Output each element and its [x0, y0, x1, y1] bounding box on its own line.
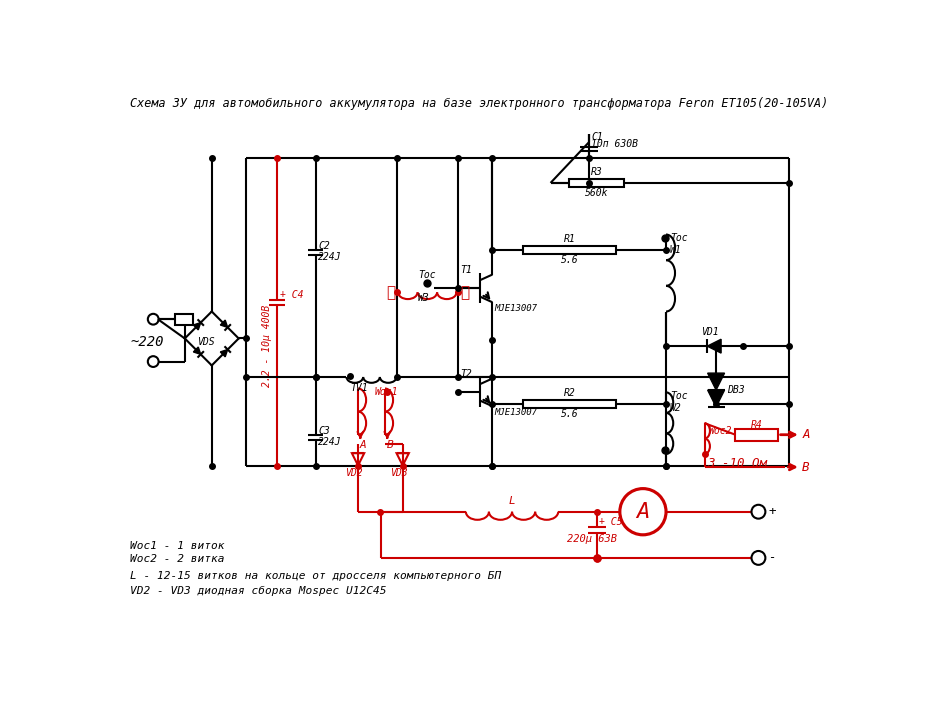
Text: 10п 630В: 10п 630В: [592, 139, 638, 150]
Bar: [569, 179, 624, 187]
Text: A: A: [636, 502, 650, 522]
Bar: [523, 400, 616, 408]
Text: L: L: [508, 496, 516, 506]
Text: T1: T1: [461, 265, 472, 275]
Text: A: A: [359, 441, 366, 451]
Text: DB3: DB3: [727, 385, 744, 395]
Text: Woc2 - 2 витка: Woc2 - 2 витка: [130, 554, 225, 564]
Text: R2: R2: [563, 388, 576, 398]
Text: C2: C2: [318, 241, 329, 251]
Text: A: A: [802, 428, 810, 441]
Text: L - 12-15 витков на кольце от дросселя компьютерного БП: L - 12-15 витков на кольце от дросселя к…: [130, 571, 502, 581]
Polygon shape: [194, 323, 200, 330]
Text: MJE13007: MJE13007: [494, 304, 537, 313]
Polygon shape: [708, 340, 721, 353]
Text: 220µ 63В: 220µ 63В: [567, 534, 618, 543]
Bar: [736, 429, 778, 441]
Text: B: B: [387, 441, 393, 451]
Text: + C4: + C4: [280, 290, 303, 300]
Text: Тос: Тос: [670, 391, 688, 401]
Text: Woc1 - 1 виток: Woc1 - 1 виток: [130, 541, 225, 551]
Bar: [175, 314, 193, 325]
Text: Tос: Tос: [418, 271, 436, 280]
Text: ~220: ~220: [131, 335, 165, 349]
Text: W3: W3: [417, 293, 430, 304]
Text: W2: W2: [670, 403, 681, 413]
Text: 224J: 224J: [318, 437, 342, 446]
Polygon shape: [708, 390, 724, 407]
Text: 560k: 560k: [585, 188, 608, 198]
Text: B: B: [802, 460, 810, 474]
Text: MJE13007: MJE13007: [494, 408, 537, 417]
Text: VD3: VD3: [390, 468, 408, 478]
Text: Схема ЗУ для автомобильного аккумулятора на базе электронного трансформатора Fer: Схема ЗУ для автомобильного аккумулятора…: [130, 97, 828, 110]
Text: +: +: [769, 505, 784, 518]
Text: Тос: Тос: [670, 233, 688, 243]
Text: 5.6: 5.6: [561, 255, 578, 265]
Text: Woc2: Woc2: [709, 426, 732, 436]
Text: C3: C3: [318, 426, 329, 436]
Text: VD2: VD2: [345, 468, 363, 478]
Polygon shape: [708, 373, 724, 390]
Text: T2: T2: [461, 369, 472, 379]
Text: R4: R4: [751, 420, 763, 430]
Text: R3: R3: [591, 167, 603, 176]
Bar: [523, 246, 616, 254]
Text: 2.2 - 10µ 400В: 2.2 - 10µ 400В: [262, 305, 272, 387]
Polygon shape: [220, 349, 227, 357]
Text: + C5: + C5: [599, 517, 622, 527]
Text: VD1: VD1: [701, 328, 719, 337]
Text: 224J: 224J: [318, 252, 342, 262]
Text: ✕: ✕: [386, 285, 395, 299]
Text: TV1: TV1: [350, 382, 368, 393]
Polygon shape: [220, 320, 227, 328]
Text: R1: R1: [563, 234, 576, 244]
Polygon shape: [194, 347, 200, 354]
Text: C1: C1: [592, 131, 603, 142]
Text: VDS: VDS: [197, 337, 214, 347]
Text: Woc1: Woc1: [375, 387, 399, 397]
Text: 5.6: 5.6: [561, 409, 578, 419]
Text: -: -: [769, 551, 784, 565]
Text: ✕: ✕: [460, 285, 469, 299]
Text: W1: W1: [670, 245, 681, 255]
Text: VD2 - VD3 диодная сборка Mospec U12C45: VD2 - VD3 диодная сборка Mospec U12C45: [130, 586, 387, 596]
Text: 3 -10 Ом: 3 -10 Ом: [707, 457, 767, 470]
